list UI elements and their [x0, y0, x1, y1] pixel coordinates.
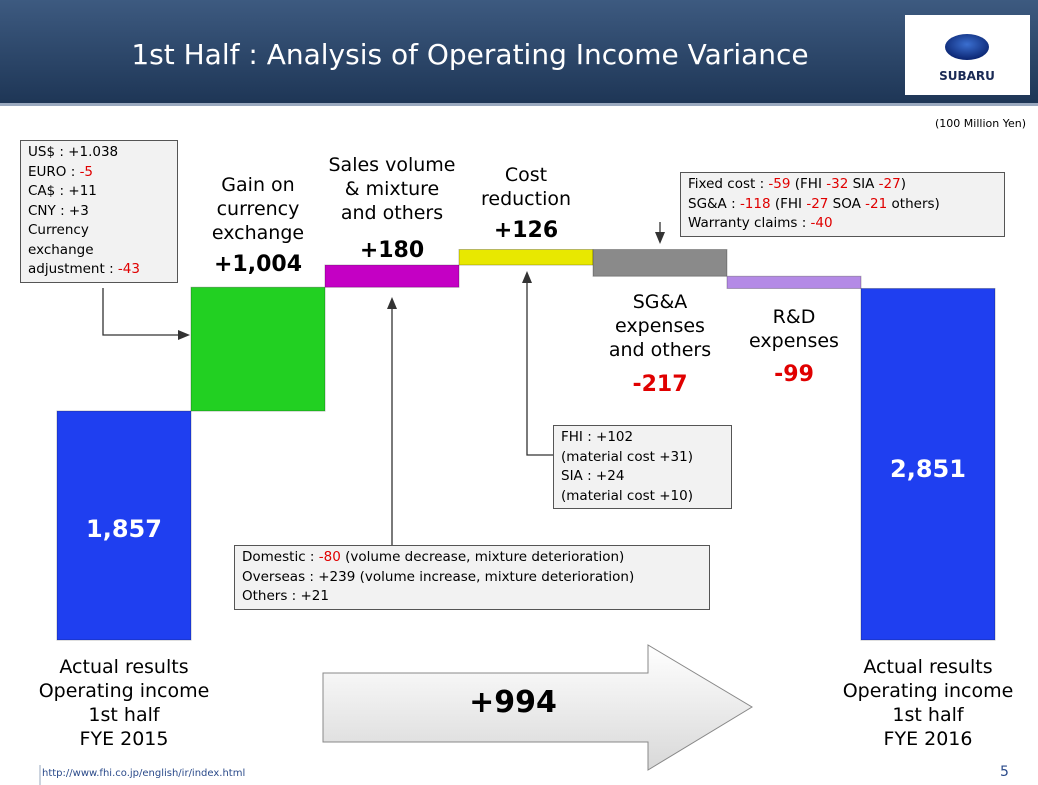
annotation-line: SG&A : -118 (FHI -27 SOA -21 others)	[688, 195, 997, 215]
annotation-line: (material cost +10)	[561, 487, 724, 507]
annotation-box: Fixed cost : -59 (FHI -32 SIA -27) SG&A :…	[680, 172, 1005, 237]
annotation-text: adjustment :	[28, 261, 118, 277]
annotation-text: SG&A :	[688, 195, 740, 212]
callout-lines	[102, 222, 661, 545]
annotation-text: -27	[806, 195, 829, 212]
value-label: 1,857	[86, 515, 162, 543]
annotation-text: FHI : +102	[561, 429, 634, 445]
bar	[860, 287, 996, 641]
annotation-line: Domestic : -80 (volume decrease, mixture…	[242, 548, 702, 568]
category-label: SG&A expenses and others	[608, 291, 712, 361]
annotation-text: Overseas : +239 (volume increase, mixtur…	[242, 568, 635, 585]
annotation-text: exchange	[28, 241, 94, 258]
annotation-line: CNY : +3	[28, 202, 170, 222]
annotation-line: exchange	[28, 241, 170, 261]
annotation-text: -59	[768, 176, 791, 192]
value-label: +1,004	[213, 252, 303, 277]
annotation-text: (volume decrease, mixture deterioration)	[340, 549, 625, 565]
annotation-text: (material cost +31)	[561, 448, 693, 465]
annotation-line: Warranty claims : -40	[688, 214, 997, 234]
header-rule	[0, 103, 1038, 106]
annotation-line: FHI : +102	[561, 428, 724, 448]
value-label: +180	[359, 238, 425, 263]
annotation-text: US$ : +1.038	[28, 144, 119, 160]
footer-url: http://www.fhi.co.jp/english/ir/index.ht…	[42, 768, 246, 779]
bar	[56, 410, 192, 641]
annotation-line: US$ : +1.038	[28, 143, 170, 163]
annotation-text: EURO :	[28, 163, 80, 180]
annotation-text: CA$ : +11	[28, 183, 97, 199]
change-label: +994	[469, 685, 557, 720]
annotation-text: SOA	[828, 195, 866, 212]
category-label: Gain on currency exchange	[211, 174, 305, 244]
annotation-text: Currency	[28, 222, 89, 238]
annotation-text: -5	[79, 163, 94, 180]
annotation-line: Others : +21	[242, 587, 702, 607]
annotation-box: US$ : +1.038 EURO : -5 CA$ : +11 CNY : +3 Cu…	[20, 140, 178, 283]
category-label: R&D expenses	[749, 306, 839, 352]
annotation-text: SIA : +24	[561, 468, 625, 484]
annotation-text: Fixed cost :	[688, 176, 769, 192]
annotation-line: Overseas : +239 (volume increase, mixtur…	[242, 568, 702, 588]
annotation-line: SIA : +24	[561, 467, 724, 487]
annotation-line: Currency	[28, 221, 170, 241]
annotation-text: -80	[318, 549, 341, 565]
category-label: Actual results Operating income 1st half…	[842, 656, 1014, 750]
annotation-text: )	[900, 176, 907, 192]
annotation-line: adjustment : -43	[28, 260, 170, 280]
logo-mark	[945, 34, 989, 60]
annotation-line: EURO : -5	[28, 163, 170, 183]
annotation-text: -40	[810, 215, 833, 231]
annotation-text: Others : +21	[242, 588, 329, 604]
annotation-text: -32	[826, 176, 849, 192]
category-label: Actual results Operating income 1st half…	[38, 656, 210, 750]
bar	[726, 275, 862, 289]
annotation-text: (FHI	[770, 195, 807, 212]
value-label: -99	[774, 362, 814, 387]
annotation-text: Warranty claims :	[688, 215, 811, 231]
annotation-text: CNY : +3	[28, 202, 89, 219]
category-label: Sales volume & mixture and others	[328, 154, 456, 224]
annotation-box: Domestic : -80 (volume decrease, mixture…	[234, 545, 710, 610]
annotation-text: -118	[739, 195, 771, 212]
annotation-text: -27	[878, 176, 901, 192]
annotation-line: CA$ : +11	[28, 182, 170, 202]
bar	[190, 286, 326, 412]
slide-title: 1st Half : Analysis of Operating Income …	[131, 38, 809, 71]
annotation-text: others)	[887, 195, 940, 212]
annotation-text: -21	[865, 195, 888, 212]
change-arrow	[322, 644, 753, 771]
logo-text: SUBARU	[939, 69, 995, 83]
page-number: 5	[1000, 764, 1009, 780]
bar	[324, 264, 460, 288]
annotation-text: (FHI	[790, 176, 827, 192]
unit-label: (100 Million Yen)	[935, 117, 1026, 130]
annotation-text: Domestic :	[242, 549, 319, 565]
category-label: Cost reduction	[480, 164, 572, 210]
header-bar	[0, 0, 1038, 103]
callout-arrowheads	[178, 232, 665, 340]
annotation-text: (material cost +10)	[561, 487, 693, 504]
annotation-line: Fixed cost : -59 (FHI -32 SIA -27)	[688, 175, 997, 195]
value-label: 2,851	[890, 455, 966, 483]
annotation-box: FHI : +102 (material cost +31) SIA : +24 (m…	[553, 425, 732, 509]
value-label: -217	[632, 372, 688, 397]
bar	[592, 249, 728, 277]
value-label: +126	[493, 218, 559, 243]
annotation-line: (material cost +31)	[561, 448, 724, 468]
annotation-text: SIA	[848, 176, 879, 192]
annotation-text: -43	[117, 261, 140, 277]
